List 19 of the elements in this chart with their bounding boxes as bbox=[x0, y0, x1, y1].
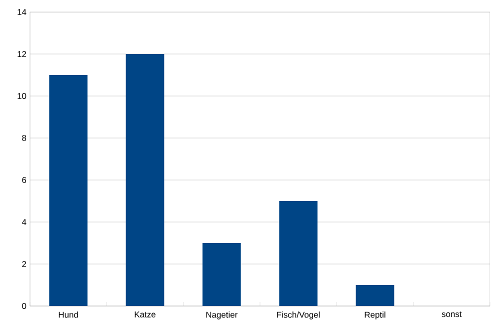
x-tick-label: Katze bbox=[134, 312, 156, 318]
bar bbox=[356, 285, 394, 306]
x-tick-label: Hund bbox=[58, 312, 78, 318]
bar bbox=[126, 54, 164, 306]
y-tick-label: 2 bbox=[22, 261, 26, 267]
bar bbox=[279, 201, 318, 306]
x-tick-label: Fisch/Vogel bbox=[277, 312, 320, 320]
y-tick-label: 6 bbox=[22, 177, 26, 183]
y-tick-label: 12 bbox=[18, 51, 26, 57]
y-tick-label: 0 bbox=[22, 303, 26, 309]
y-tick-label: 14 bbox=[18, 9, 26, 15]
bar bbox=[49, 75, 88, 306]
bar bbox=[202, 243, 241, 306]
x-tick-label: Nagetier bbox=[206, 312, 238, 320]
y-tick-label: 4 bbox=[22, 219, 26, 225]
x-tick-label: sonst bbox=[442, 312, 462, 318]
y-tick-label: 8 bbox=[22, 135, 26, 141]
y-tick-label: 10 bbox=[18, 93, 26, 99]
x-tick-label: Reptil bbox=[364, 312, 386, 320]
